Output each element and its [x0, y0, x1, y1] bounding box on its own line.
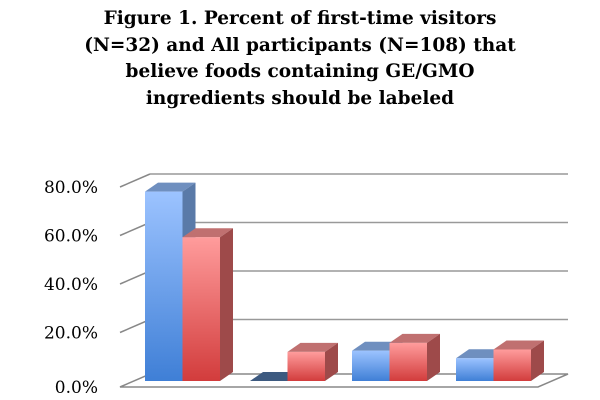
bar-top: [287, 342, 338, 352]
bar: [389, 333, 440, 381]
bar-top: [493, 340, 544, 350]
bar-side: [220, 228, 233, 381]
bar-side: [427, 333, 440, 381]
bar: [493, 340, 544, 381]
gridline-side: [119, 173, 151, 188]
bar-front: [352, 350, 390, 381]
bar-side: [531, 340, 544, 381]
bar-top: [389, 333, 440, 343]
bar-front: [287, 351, 325, 381]
bar-side: [325, 342, 338, 381]
y-tick-label: 0.0%: [55, 378, 98, 398]
chart-title: Figure 1. Percent of first-time visitors…: [40, 6, 560, 112]
bar-top: [182, 228, 233, 238]
y-tick-label: 20.0%: [44, 324, 98, 344]
y-tick-label: 60.0%: [44, 227, 98, 247]
y-tick-label: 40.0%: [44, 275, 98, 295]
bar-front: [182, 237, 220, 381]
bar: [287, 342, 338, 381]
bar-front: [145, 191, 183, 381]
bar-front: [389, 342, 427, 381]
bar-front: [456, 358, 494, 381]
y-tick-label: 80.0%: [44, 178, 98, 198]
title-line: ingredients should be labeled: [145, 87, 455, 109]
title-line: believe foods containing GE/GMO: [125, 61, 475, 82]
bar: [182, 228, 233, 381]
title-line: Figure 1. Percent of first-time visitors: [103, 8, 497, 29]
title-line: (N=32) and All participants (N=108) that: [84, 34, 516, 56]
bar-top: [145, 182, 196, 192]
bar-front: [493, 349, 531, 381]
